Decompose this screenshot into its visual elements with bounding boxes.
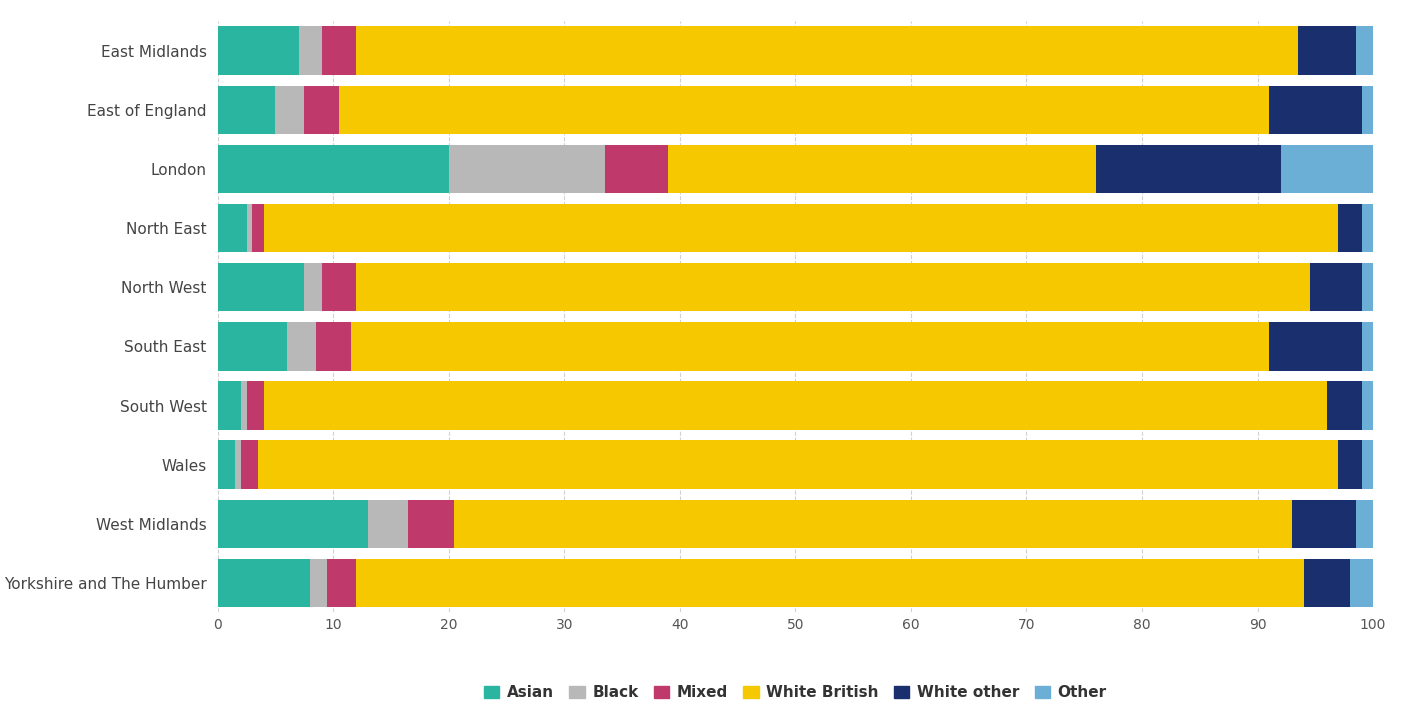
Bar	[240, 382, 247, 429]
Bar	[218, 322, 286, 370]
Bar	[218, 441, 234, 489]
Bar	[218, 500, 368, 548]
Bar	[258, 441, 1338, 489]
Bar	[218, 559, 310, 607]
Bar	[1292, 500, 1356, 548]
Bar	[218, 204, 247, 252]
Bar	[357, 27, 1299, 75]
Bar	[316, 322, 351, 370]
Bar	[264, 204, 1338, 252]
Bar	[1269, 86, 1362, 134]
Bar	[338, 86, 1269, 134]
Bar	[368, 500, 409, 548]
Bar	[299, 27, 322, 75]
Bar	[1362, 322, 1373, 370]
Bar	[1310, 263, 1362, 311]
Bar	[357, 263, 1310, 311]
Bar	[1362, 382, 1373, 429]
Bar	[247, 204, 253, 252]
Bar	[1356, 27, 1373, 75]
Bar	[253, 204, 264, 252]
Bar	[409, 500, 455, 548]
Bar	[1338, 204, 1362, 252]
Bar	[1304, 559, 1351, 607]
Bar	[1362, 86, 1373, 134]
Bar	[1299, 27, 1356, 75]
Bar	[1338, 441, 1362, 489]
Bar	[322, 263, 357, 311]
Bar	[234, 441, 240, 489]
Bar	[305, 263, 322, 311]
Bar	[218, 382, 240, 429]
Bar	[218, 27, 299, 75]
Bar	[357, 559, 1304, 607]
Bar	[605, 145, 668, 193]
Bar	[1280, 145, 1373, 193]
Bar	[1269, 322, 1362, 370]
Bar	[286, 322, 316, 370]
Bar	[264, 382, 1327, 429]
Bar	[327, 559, 357, 607]
Bar	[218, 145, 449, 193]
Bar	[218, 86, 275, 134]
Bar	[1362, 441, 1373, 489]
Bar	[247, 382, 264, 429]
Bar	[455, 500, 1292, 548]
Bar	[668, 145, 1095, 193]
Bar	[1351, 559, 1373, 607]
Bar	[240, 441, 258, 489]
Legend: Asian, Black, Mixed, White British, White other, Other: Asian, Black, Mixed, White British, Whit…	[477, 679, 1113, 704]
Bar	[275, 86, 305, 134]
Bar	[351, 322, 1269, 370]
Bar	[322, 27, 357, 75]
Bar	[305, 86, 338, 134]
Bar	[1362, 263, 1373, 311]
Bar	[1095, 145, 1280, 193]
Bar	[1362, 204, 1373, 252]
Bar	[1356, 500, 1373, 548]
Bar	[218, 263, 305, 311]
Bar	[449, 145, 605, 193]
Bar	[310, 559, 327, 607]
Bar	[1327, 382, 1362, 429]
